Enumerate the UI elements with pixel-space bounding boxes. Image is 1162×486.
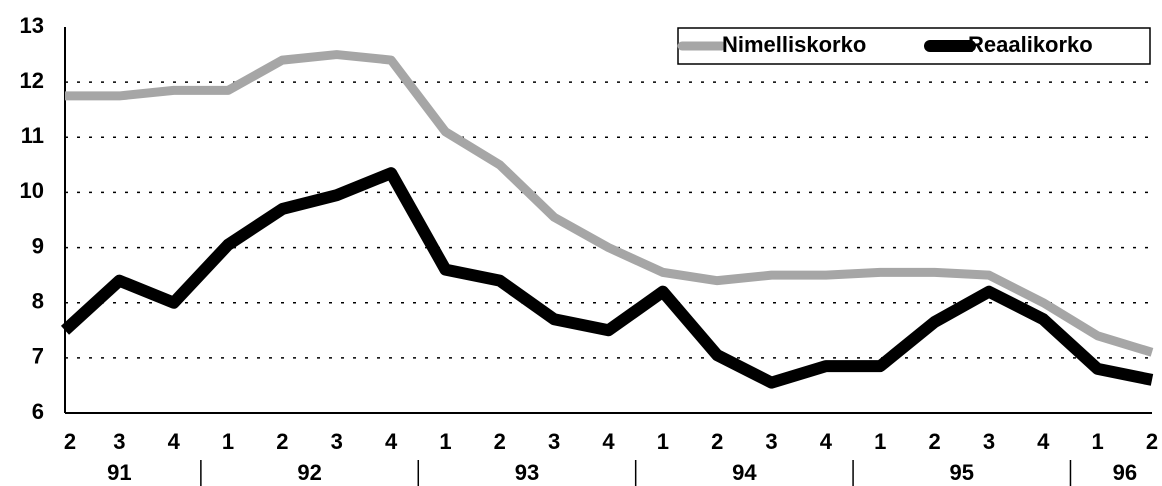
x-tick-label: 4 [1037,429,1050,454]
x-tick-label: 2 [711,429,723,454]
x-tick-label: 2 [1146,429,1158,454]
x-tick-label: 1 [222,429,234,454]
x-tick-label: 4 [820,429,833,454]
group-label: 91 [107,460,131,485]
x-tick-label: 2 [494,429,506,454]
y-tick-label: 8 [32,289,44,314]
x-tick-label: 1 [1092,429,1104,454]
group-label: 92 [297,460,321,485]
x-tick-label: 2 [64,429,76,454]
y-tick-label: 11 [21,123,44,148]
legend-label: Reaalikorko [968,32,1093,57]
legend-label: Nimelliskorko [722,32,866,57]
y-tick-label: 7 [32,344,44,369]
group-label: 93 [515,460,539,485]
group-label: 94 [732,460,757,485]
y-tick-label: 10 [20,178,44,203]
x-tick-label: 1 [657,429,669,454]
x-tick-label: 2 [276,429,288,454]
x-tick-label: 3 [983,429,995,454]
x-tick-label: 3 [548,429,560,454]
x-tick-label: 3 [113,429,125,454]
y-tick-label: 12 [20,68,44,93]
x-tick-label: 2 [928,429,940,454]
x-tick-label: 3 [765,429,777,454]
series-line [60,167,1154,389]
group-label: 96 [1113,460,1137,485]
group-label: 95 [950,460,974,485]
x-tick-label: 4 [602,429,615,454]
x-tick-label: 1 [874,429,886,454]
x-tick-label: 3 [331,429,343,454]
y-tick-label: 6 [32,399,44,424]
x-tick-label: 4 [168,429,181,454]
series-line [65,50,1154,357]
legend-box [677,27,1151,65]
x-tick-label: 4 [385,429,398,454]
x-tick-label: 1 [439,429,451,454]
y-tick-label: 13 [20,13,44,38]
y-tick-label: 9 [32,233,44,258]
